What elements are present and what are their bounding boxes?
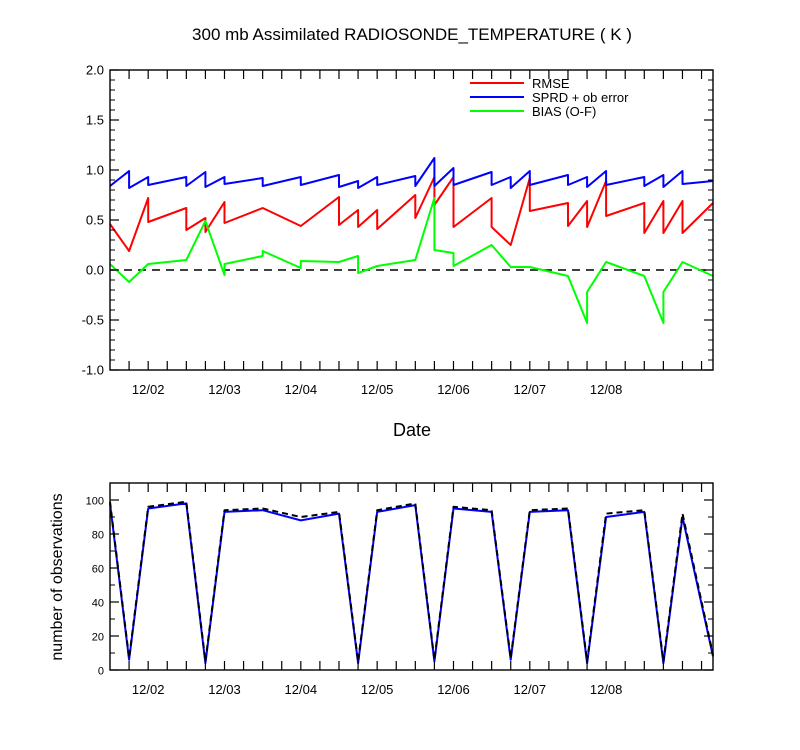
x-tick-label: 12/07 — [514, 382, 547, 397]
x-tick-label: 12/06 — [437, 382, 470, 397]
y-tick-label: -0.5 — [82, 313, 104, 328]
y-tick-label: 20 — [92, 632, 104, 644]
x-tick-label: 12/03 — [208, 682, 241, 697]
top-plot-area — [109, 157, 714, 324]
x-tick-label: 12/08 — [590, 382, 623, 397]
series-line-1 — [109, 500, 714, 663]
y-tick-label: 0.5 — [86, 213, 104, 228]
y-tick-label: -1.0 — [82, 363, 104, 378]
x-axis-label: Date — [393, 420, 431, 440]
x-tick-label: 12/08 — [590, 682, 623, 697]
y-tick-label: 0 — [98, 666, 104, 678]
bottom-y-axis-label: number of observations — [49, 493, 66, 660]
series-line-2 — [109, 197, 714, 324]
x-tick-label: 12/02 — [132, 382, 165, 397]
y-tick-label: 100 — [86, 496, 104, 508]
x-tick-label: 12/04 — [285, 682, 318, 697]
bottom-x-ticks: 12/02 12/03 12/04 12/05 12/06 12/07 12/08 — [128, 483, 703, 697]
x-tick-label: 12/02 — [132, 682, 165, 697]
y-tick-label: 0.0 — [86, 263, 104, 278]
legend-label-0: RMSE — [532, 76, 570, 91]
bottom-plot-frame — [109, 482, 714, 671]
y-tick-label: 60 — [92, 564, 104, 576]
legend-label-2: BIAS (O-F) — [532, 104, 596, 119]
x-tick-label: 12/04 — [285, 382, 318, 397]
x-tick-label: 12/05 — [361, 682, 394, 697]
x-tick-label: 12/07 — [514, 682, 547, 697]
top-x-ticks: 12/02 12/03 12/04 12/05 12/06 12/07 12/08 — [128, 70, 703, 397]
bottom-y-ticks: 100 80 60 40 20 0 — [86, 496, 713, 678]
series-line-0 — [109, 502, 714, 665]
y-tick-label: 80 — [92, 530, 104, 542]
top-chart: 300 mb Assimilated RADIOSONDE_TEMPERATUR… — [82, 25, 714, 440]
legend-label-1: SPRD + ob error — [532, 90, 629, 105]
y-tick-label: 2.0 — [86, 63, 104, 78]
series-line-1 — [109, 157, 714, 189]
top-y-ticks: 2.0 1.5 1.0 0.5 0.0 -0.5 -1.0 — [82, 63, 713, 378]
series-line-0 — [109, 176, 714, 252]
x-tick-label: 12/05 — [361, 382, 394, 397]
chart-title: 300 mb Assimilated RADIOSONDE_TEMPERATUR… — [192, 25, 632, 44]
y-tick-label: 1.0 — [86, 163, 104, 178]
x-tick-label: 12/06 — [437, 682, 470, 697]
y-tick-label: 40 — [92, 598, 104, 610]
y-tick-label: 1.5 — [86, 113, 104, 128]
x-tick-label: 12/03 — [208, 382, 241, 397]
bottom-plot-area — [109, 500, 714, 665]
